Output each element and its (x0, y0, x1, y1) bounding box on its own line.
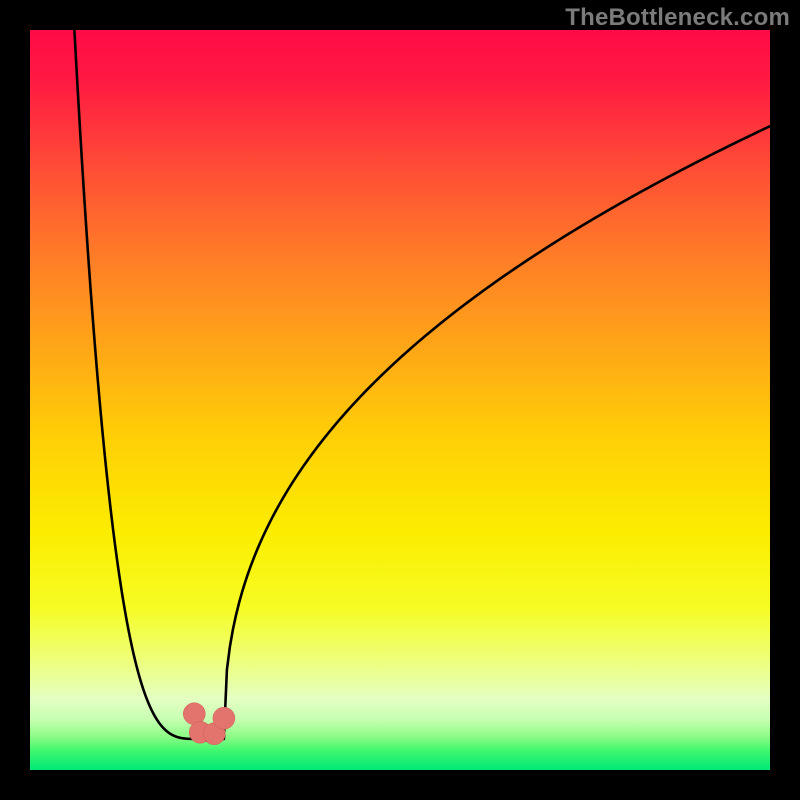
outer-frame: TheBottleneck.com (0, 0, 800, 800)
plot-area (30, 30, 770, 770)
watermark-text: TheBottleneck.com (565, 4, 790, 32)
chart-svg (30, 30, 770, 770)
chart-background (30, 30, 770, 770)
valley-marker (213, 707, 235, 729)
